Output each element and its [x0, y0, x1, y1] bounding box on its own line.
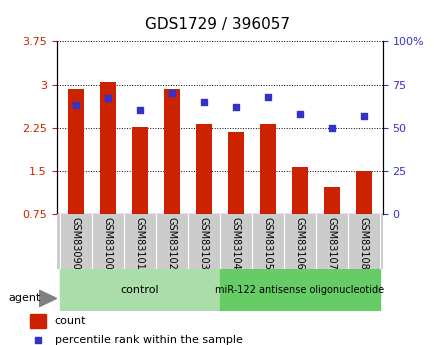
- Text: miR-122 antisense oligonucleotide: miR-122 antisense oligonucleotide: [214, 285, 383, 295]
- Text: GSM83106: GSM83106: [294, 217, 304, 269]
- Bar: [99, 82, 115, 214]
- Text: GSM83105: GSM83105: [262, 217, 272, 269]
- Point: [136, 108, 143, 113]
- Point: [263, 94, 270, 99]
- Bar: [132, 127, 148, 214]
- Bar: [227, 132, 243, 214]
- Bar: [163, 89, 179, 214]
- Bar: [59, 269, 219, 310]
- Text: GSM83101: GSM83101: [135, 217, 145, 269]
- Text: control: control: [120, 285, 159, 295]
- Bar: [30, 314, 46, 328]
- Bar: [56, 214, 382, 269]
- Text: percentile rank within the sample: percentile rank within the sample: [55, 335, 242, 345]
- Text: GSM83103: GSM83103: [198, 217, 208, 269]
- Text: GSM83107: GSM83107: [326, 217, 336, 269]
- Bar: [219, 269, 379, 310]
- Text: GSM83090: GSM83090: [71, 217, 81, 269]
- Point: [296, 111, 302, 117]
- Point: [72, 102, 79, 108]
- Text: agent: agent: [9, 294, 41, 303]
- Point: [34, 337, 41, 343]
- Point: [232, 104, 239, 110]
- Point: [327, 125, 334, 130]
- Text: GSM83102: GSM83102: [166, 217, 176, 269]
- Point: [104, 96, 111, 101]
- Bar: [323, 187, 339, 214]
- Text: count: count: [55, 316, 86, 326]
- Bar: [355, 171, 371, 214]
- Bar: [291, 167, 307, 214]
- Bar: [195, 124, 211, 214]
- Text: GDS1729 / 396057: GDS1729 / 396057: [145, 17, 289, 32]
- Bar: [68, 89, 83, 214]
- Point: [359, 113, 366, 118]
- Point: [168, 90, 175, 96]
- Polygon shape: [39, 290, 56, 307]
- Text: GSM83108: GSM83108: [358, 217, 368, 269]
- Text: GSM83100: GSM83100: [102, 217, 112, 269]
- Bar: [259, 124, 275, 214]
- Point: [200, 99, 207, 105]
- Text: GSM83104: GSM83104: [230, 217, 240, 269]
